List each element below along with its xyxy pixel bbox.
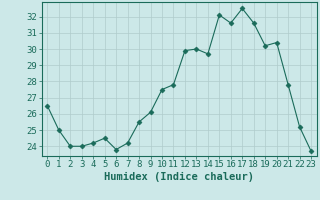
- X-axis label: Humidex (Indice chaleur): Humidex (Indice chaleur): [104, 172, 254, 182]
